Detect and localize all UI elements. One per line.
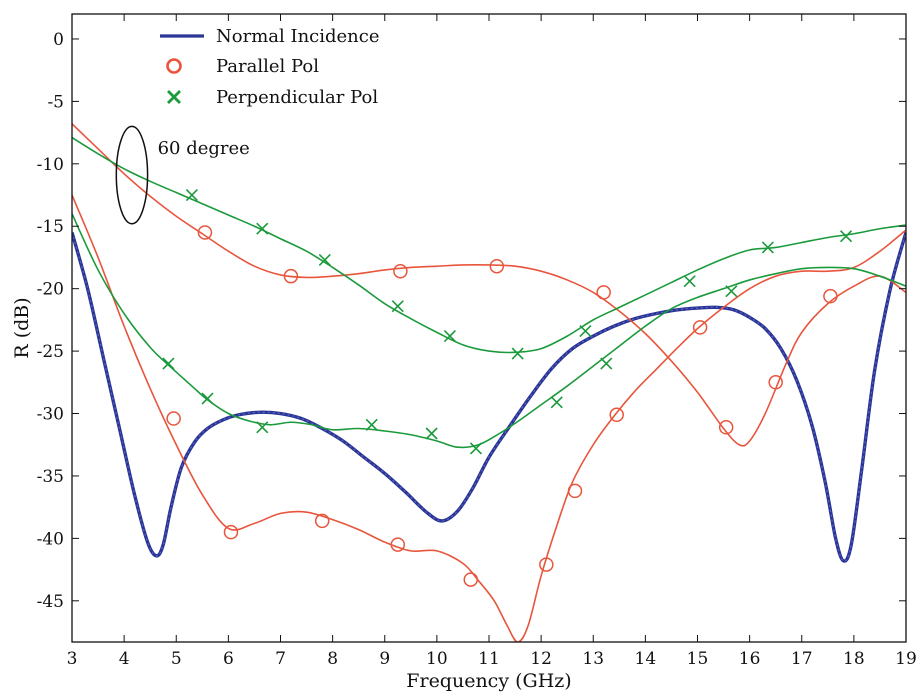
x-tick-label-12: 12 — [530, 649, 552, 669]
marker-perpendicular-2 — [318, 253, 331, 267]
marker-parallel-10 — [314, 513, 330, 529]
marker-parallel-1 — [283, 268, 299, 284]
marker-perpendicular-11 — [201, 392, 214, 405]
x-tick-label-3: 3 — [67, 649, 78, 669]
marker-perpendicular-9 — [839, 230, 853, 243]
marker-parallel-2 — [393, 263, 408, 279]
marker-parallel-15 — [609, 407, 624, 423]
x-tick-label-19: 19 — [895, 649, 917, 669]
legend-label-normal: Normal Incidence — [216, 26, 380, 47]
marker-perpendicular-5 — [511, 347, 524, 360]
x-tick-label-13: 13 — [582, 649, 604, 669]
marker-parallel-12 — [463, 572, 479, 587]
tick-layer: 3 4 5 6 7 8 9 10 11 12 13 14 15 16 17 18 19 0 -5 -10 -15 -20 -… — [37, 14, 917, 669]
x-tick-label-6: 6 — [223, 649, 234, 669]
legend: Normal Incidence Parallel Pol Perpendicu… — [160, 26, 380, 108]
marker-parallel-7 — [823, 288, 838, 304]
marker-perpendicular-13 — [365, 418, 378, 431]
marker-parallel-9 — [223, 524, 239, 540]
marker-parallel-0 — [197, 225, 213, 240]
y-tick-label--15: -15 — [37, 217, 64, 237]
y-tick-label--40: -40 — [37, 529, 64, 549]
marker-parallel-14 — [567, 483, 583, 499]
y-tick-label--10: -10 — [37, 155, 64, 175]
annotation-ellipse — [115, 125, 149, 225]
marker-parallel-11 — [390, 537, 406, 552]
marker-perpendicular-1 — [256, 222, 269, 235]
legend-label-perpendicular: Perpendicular Pol — [216, 87, 378, 108]
x-tick-label-15: 15 — [687, 649, 709, 669]
marker-perpendicular-15 — [469, 442, 483, 455]
marker-perpendicular-7 — [683, 275, 696, 288]
x-tick-label-5: 5 — [171, 649, 182, 669]
x-axis-label: Frequency (GHz) — [406, 670, 571, 692]
x-tick-label-14: 14 — [635, 649, 657, 669]
y-tick-label--35: -35 — [37, 467, 64, 487]
marker-perpendicular-8 — [761, 241, 774, 254]
x-tick-label-7: 7 — [275, 649, 286, 669]
series-line-perpendicular-pol-1 — [72, 136, 906, 354]
marker-layer — [162, 188, 853, 587]
x-tick-label-8: 8 — [327, 649, 338, 669]
plot-frame — [71, 13, 907, 643]
x-tick-label-10: 10 — [426, 649, 448, 669]
series-line-parallel-pol-1 — [72, 123, 906, 447]
x-tick-label-9: 9 — [379, 649, 390, 669]
legend-label-parallel: Parallel Pol — [216, 56, 319, 77]
marker-parallel-16 — [692, 320, 708, 335]
x-tick-label-4: 4 — [119, 649, 130, 669]
marker-perpendicular-0 — [185, 188, 198, 202]
legend-marker-parallel — [166, 58, 182, 74]
annotation-layer: 60 degree — [115, 125, 250, 225]
y-tick-label--20: -20 — [37, 280, 64, 300]
marker-perpendicular-6 — [579, 325, 592, 338]
marker-perpendicular-4 — [443, 330, 456, 343]
series-line-perpendicular-pol-2 — [72, 213, 906, 449]
x-tick-label-18: 18 — [843, 649, 865, 669]
series-line-parallel-pol-2 — [72, 194, 906, 642]
marker-parallel-8 — [166, 411, 181, 426]
marker-perpendicular-16 — [550, 396, 563, 409]
series-line-normal-incidence — [72, 232, 906, 563]
y-tick-label--30: -30 — [37, 405, 64, 425]
marker-perpendicular-18 — [725, 285, 738, 298]
x-tick-label-11: 11 — [478, 649, 500, 669]
marker-perpendicular-10 — [162, 357, 175, 370]
y-tick-label--5: -5 — [47, 92, 64, 112]
annotation-label: 60 degree — [158, 138, 250, 159]
series-layer — [72, 123, 906, 642]
marker-perpendicular-14 — [425, 427, 438, 440]
marker-parallel-5 — [718, 420, 734, 435]
marker-parallel-3 — [489, 258, 505, 274]
x-tick-label-17: 17 — [791, 649, 813, 669]
y-tick-label-0: 0 — [53, 30, 64, 50]
y-tick-label--25: -25 — [37, 342, 64, 362]
marker-parallel-6 — [768, 375, 783, 390]
marker-parallel-4 — [596, 285, 611, 300]
marker-perpendicular-17 — [600, 357, 613, 370]
y-axis-label: R (dB) — [11, 297, 33, 358]
marker-perpendicular-3 — [391, 300, 404, 313]
marker-parallel-13 — [539, 557, 554, 572]
legend-marker-perpendicular — [167, 90, 181, 104]
x-tick-label-16: 16 — [739, 649, 761, 669]
marker-perpendicular-12 — [256, 421, 269, 434]
series-line-normal-incidence-dash — [72, 232, 906, 562]
y-tick-label--45: -45 — [37, 592, 64, 612]
